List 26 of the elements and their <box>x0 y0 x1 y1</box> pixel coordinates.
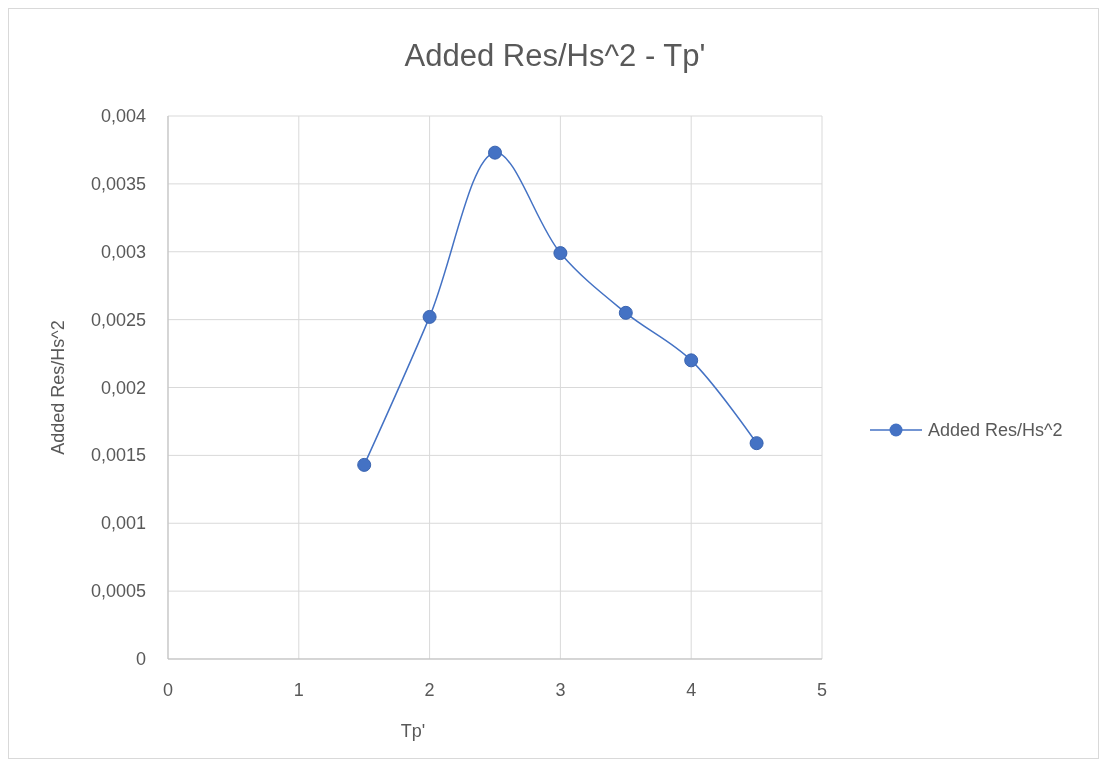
point <box>684 353 699 368</box>
x-axis-title: Tp' <box>400 721 426 741</box>
point <box>749 436 764 451</box>
point <box>488 145 502 160</box>
x-tick-label: 3 <box>555 680 566 700</box>
point <box>357 457 372 472</box>
x-tick-label: 5 <box>816 680 828 700</box>
y-tick-label: 0,0035 <box>90 173 146 194</box>
chart-title: Added Res/Hs^2 - Tp' <box>404 38 706 73</box>
x-tick-label: 4 <box>686 680 697 700</box>
x-tick-label: 1 <box>293 680 304 700</box>
y-tick-label: 0,004 <box>100 106 146 126</box>
point <box>553 246 568 261</box>
point <box>618 305 633 320</box>
y-tick-label: 0,002 <box>100 377 146 398</box>
y-tick-label: 0,0005 <box>90 581 146 602</box>
y-axis-title: Added Res/Hs^2 <box>48 320 68 455</box>
legend-label: Added Res/Hs^2 <box>928 420 1063 440</box>
x-tick-label: 2 <box>424 680 435 700</box>
y-tick-label: 0,001 <box>100 513 146 534</box>
y-tick-label: 0,0015 <box>90 445 146 466</box>
y-tick-label: 0,0025 <box>90 309 146 330</box>
y-tick-label: 0,003 <box>100 241 146 262</box>
y-tick-label: 0 <box>135 649 146 669</box>
point <box>422 309 437 324</box>
x-tick-label: 0 <box>162 680 174 700</box>
